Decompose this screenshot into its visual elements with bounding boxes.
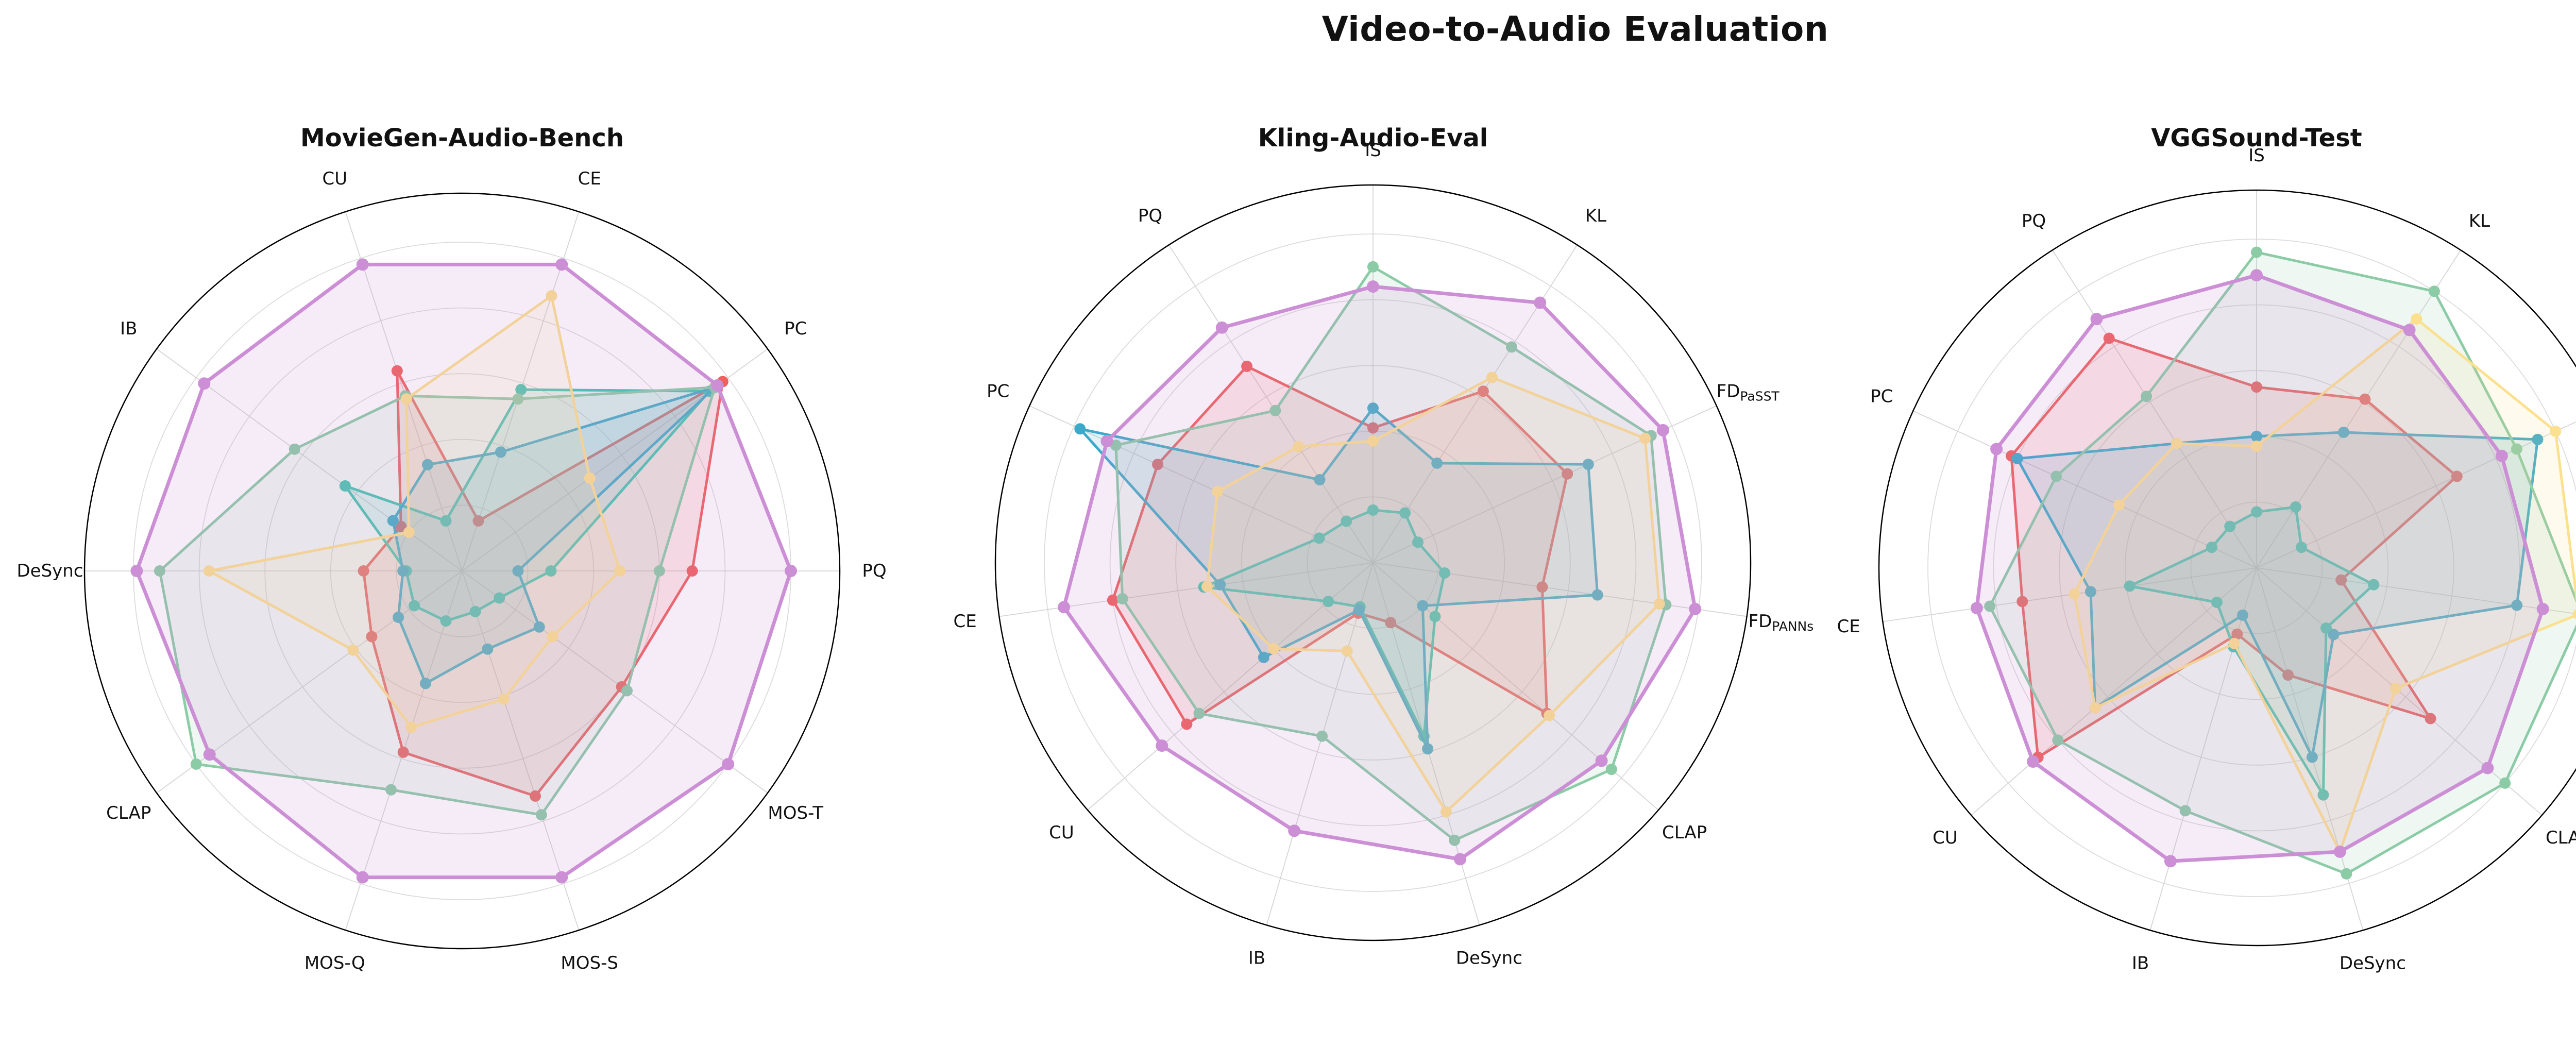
series-line-thinksound-w-o-cot	[2073, 317, 2576, 853]
series-mmaudio-l-44-1khz	[1110, 261, 1672, 846]
axis-label-mos-t: MOS-T	[768, 803, 823, 823]
axis-label-pc: PC	[1870, 386, 1893, 407]
axis-label-kl: KL	[1585, 206, 1606, 226]
axis-label-ce: CE	[578, 168, 601, 189]
outer-circle	[83, 192, 841, 950]
axis-label-mos-q: MOS-Q	[304, 953, 365, 973]
chart-title-vggsound-test: VGGSound-Test	[2151, 124, 2362, 153]
figure-title: Video-to-Audio Evaluation	[1321, 9, 1829, 49]
axis-label-clap: CLAP	[2546, 828, 2576, 848]
axis-label-desync: DeSync	[2340, 953, 2406, 974]
series-line-hunyuanvideo-foley-ours	[1975, 273, 2545, 863]
axis-label-pq: PQ	[2022, 211, 2046, 231]
series-thinksound-w-o-cot	[203, 290, 626, 733]
series-hunyuanvideo-foley-ours	[130, 258, 797, 884]
axis-label-cu: CU	[1049, 822, 1074, 843]
radar-chart-moviegen-audio-bench: CE PC PQ MOS-T MOS-S MOS-Q CLAP DeSync IB CU	[16, 168, 886, 973]
axis-label-mos-s: MOS-S	[561, 953, 618, 973]
series-line-hunyuanvideo-foley-ours	[134, 262, 793, 880]
axis-label-cu: CU	[1933, 828, 1958, 848]
series-mmaudio-l-44-1khz	[1984, 246, 2576, 880]
axis-label-desync: DeSync	[1456, 948, 1522, 969]
series-line-mmaudio-l-44-1khz	[1988, 251, 2576, 875]
series-markers-mmaudio-l-44-1khz	[1984, 246, 2522, 880]
series-markers-foleycrafter	[2006, 332, 2463, 763]
axis-label-clap: CLAP	[106, 803, 151, 823]
series-markers-thinksound-w-o-cot	[203, 290, 626, 733]
axis-label-is: IS	[1365, 140, 1381, 161]
axis-label-pc: PC	[987, 381, 1009, 402]
series-thinksound-w-o-cot	[1201, 372, 1665, 818]
series-hunyuanvideo-foley-ours	[1058, 280, 1702, 866]
series-markers-hunyuanvideo-foley-ours	[1970, 269, 2549, 868]
axis-label-ce: CE	[1837, 616, 1860, 637]
chart-title-moviegen-audio-bench: MovieGen-Audio-Bench	[300, 124, 624, 153]
series-markers-thinksound-w-o-cot	[1201, 372, 1665, 818]
series-markers-hunyuanvideo-foley-ours	[1058, 280, 1702, 866]
axis-label-fd-panns: FDPANNs	[1749, 611, 1814, 634]
series-markers-foleycrafter	[358, 365, 728, 802]
series-foleycrafter	[2006, 332, 2463, 763]
axis-label-pc: PC	[784, 318, 807, 339]
axis-label-pq: PQ	[862, 561, 886, 581]
series-line-thinksound-w-o-cot	[1206, 376, 1661, 814]
axis-label-ib: IB	[1248, 948, 1265, 969]
axis-label-clap: CLAP	[1662, 822, 1707, 843]
axis-labels: CE PC PQ MOS-T MOS-S MOS-Q CLAP DeSync IB CU	[16, 168, 886, 973]
axis-label-kl: KL	[2469, 211, 2490, 231]
axis-label-fd-passt: FDPaSST	[1717, 381, 1780, 404]
series-markers-frieren	[1074, 402, 1603, 755]
series-line-hunyuanvideo-foley-ours	[1062, 284, 1697, 861]
series-v-aura	[2124, 501, 2380, 801]
axis-label-pq: PQ	[1138, 206, 1162, 226]
series-markers-foleycrafter	[1107, 360, 1573, 730]
axis-label-desync: DeSync	[16, 561, 83, 581]
series-frieren	[1074, 402, 1603, 755]
series-line-frieren	[2016, 431, 2539, 759]
axis-label-cu: CU	[322, 168, 347, 189]
series-hunyuanvideo-foley-ours	[1970, 269, 2549, 868]
radar-chart-kling-audio-eval: IS KL FDPaSST FDPANNs CLAP DeSync IB CU CE PC PQ	[953, 140, 1814, 969]
axis-label-ib: IB	[2132, 953, 2149, 974]
outer-circle	[994, 184, 1752, 941]
axis-label-is: IS	[2248, 145, 2265, 166]
series-markers-hunyuanvideo-foley-ours	[130, 258, 797, 884]
series-line-mmaudio-l-44-1khz	[1114, 265, 1667, 842]
outer-circle	[1878, 189, 2576, 947]
series-line-frieren	[1078, 407, 1599, 750]
axis-labels: IS KL FDPaSST FDPANNs CLAP DeSync IB CU CE PC PQ	[953, 140, 1814, 969]
chart-title-kling-audio-eval: Kling-Audio-Eval	[1258, 124, 1488, 153]
axis-label-ce: CE	[953, 611, 976, 632]
axis-label-ib: IB	[120, 318, 137, 339]
series-mmaudio-l-44-1khz	[154, 381, 721, 821]
